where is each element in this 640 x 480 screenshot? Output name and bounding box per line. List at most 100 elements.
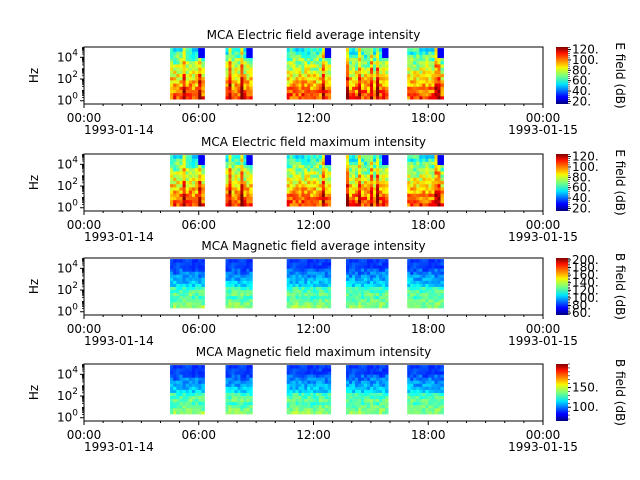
x-date-start: 1993-01-14	[84, 230, 154, 244]
colorbar-tick-label: 40.	[572, 84, 591, 98]
colorbar-tick-label: 60.	[572, 306, 591, 320]
colorbar-gradient	[556, 47, 568, 104]
colorbar: 60.80.100.120.140.160.180.200. B field (d…	[556, 253, 627, 320]
colorbar-gradient	[556, 154, 568, 211]
spectrogram	[170, 259, 444, 309]
x-tick-label: 00:00	[526, 218, 561, 232]
chart-panel-4: MCA Magnetic field maximum intensity 100 1…	[27, 345, 627, 454]
y-tick-label: 104	[57, 259, 78, 275]
x-tick-label: 00:00	[67, 428, 102, 442]
colorbar-label: B field (dB)	[613, 253, 627, 320]
x-tick-label: 12:00	[296, 218, 331, 232]
y-axis: 100 102 104	[57, 47, 84, 108]
y-tick-label: 102	[57, 281, 78, 297]
x-tick-label: 18:00	[411, 111, 446, 125]
chart-title: MCA Electric field maximum intensity	[201, 135, 426, 149]
data-segment	[225, 259, 253, 309]
colorbar-tick-label: 40.	[572, 191, 591, 205]
x-tick-label: 00:00	[67, 218, 102, 232]
colorbar-label: B field (dB)	[613, 359, 627, 426]
colorbar: 20.40.60.80.100.120. E field (dB)	[556, 42, 627, 109]
spectrogram	[170, 365, 444, 415]
colorbar-tick-label: 200.	[572, 253, 599, 267]
spectrogram	[170, 155, 444, 207]
data-segment	[407, 155, 444, 207]
data-segment	[286, 259, 332, 309]
colorbar-label: E field (dB)	[613, 42, 627, 108]
x-date-start: 1993-01-14	[84, 440, 154, 454]
x-tick-label: 06:00	[181, 428, 216, 442]
colorbar: 100. 150. B field (dB)	[556, 359, 627, 426]
colorbar: 20.40.60.80.100.120. E field (dB)	[556, 149, 627, 216]
data-segment	[346, 365, 389, 415]
x-tick-label: 12:00	[296, 428, 331, 442]
x-tick-label: 00:00	[526, 428, 561, 442]
colorbar-tick-label: 100.	[572, 291, 599, 305]
colorbar-tick-label: 120.	[572, 43, 599, 57]
data-segment	[170, 155, 205, 207]
y-tick-label: 104	[57, 48, 78, 64]
x-date-start: 1993-01-14	[84, 123, 154, 137]
chart-title: MCA Magnetic field maximum intensity	[196, 345, 432, 359]
data-segment	[346, 259, 389, 309]
y-tick-label: 100	[57, 409, 78, 425]
data-segment	[170, 259, 205, 309]
x-tick-label: 12:00	[296, 322, 331, 336]
colorbar-tick-label: 20.	[572, 201, 591, 215]
y-tick-label: 102	[57, 387, 78, 403]
data-segment	[170, 48, 205, 100]
colorbar-tick-label: 60.	[572, 181, 591, 195]
spectrogram	[170, 48, 444, 100]
colorbar-tick-label: 100.	[572, 53, 599, 67]
data-segment	[286, 155, 332, 207]
chart-title: MCA Magnetic field average intensity	[201, 239, 425, 253]
colorbar-gradient	[556, 364, 568, 421]
data-segment	[346, 155, 389, 207]
colorbar-tick-label: 100.	[572, 160, 599, 174]
colorbar-label: E field (dB)	[613, 149, 627, 215]
x-tick-label: 18:00	[411, 322, 446, 336]
colorbar-tick-label: 140.	[572, 276, 599, 290]
data-segment	[407, 259, 444, 309]
y-axis-label: Hz	[27, 175, 41, 190]
data-segment	[225, 155, 253, 207]
colorbar-tick-label: 80.	[572, 63, 591, 77]
y-tick-label: 100	[57, 199, 78, 215]
x-tick-label: 06:00	[181, 322, 216, 336]
data-segment	[286, 365, 332, 415]
colorbar-tick-label: 60.	[572, 74, 591, 88]
colorbar-tick-label: 120.	[572, 283, 599, 297]
y-tick-label: 100	[57, 92, 78, 108]
y-axis-label: Hz	[27, 68, 41, 83]
colorbar-tick-label: 120.	[572, 150, 599, 164]
chart-panel-1: MCA Electric field average intensity1001…	[27, 28, 627, 137]
colorbar-tick-label: 160.	[572, 268, 599, 282]
colorbar-tick-label: 100.	[572, 400, 599, 414]
chart-panel-3: MCA Magnetic field average intensity 1001…	[27, 239, 627, 348]
x-date-end: 1993-01-15	[508, 440, 578, 454]
x-tick-label: 12:00	[296, 111, 331, 125]
data-segment	[407, 48, 444, 100]
x-date-end: 1993-01-15	[508, 123, 578, 137]
y-axis: 100 102 104	[57, 258, 84, 319]
x-tick-label: 18:00	[411, 428, 446, 442]
y-tick-label: 102	[57, 177, 78, 193]
colorbar-tick-label: 20.	[572, 94, 591, 108]
x-tick-label: 00:00	[526, 111, 561, 125]
x-date-end: 1993-01-15	[508, 334, 578, 348]
x-tick-label: 06:00	[181, 218, 216, 232]
x-tick-label: 06:00	[181, 111, 216, 125]
y-tick-label: 102	[57, 70, 78, 86]
x-tick-label: 00:00	[67, 111, 102, 125]
y-axis-label: Hz	[27, 279, 41, 294]
colorbar-tick-label: 80.	[572, 299, 591, 313]
colorbar-gradient	[556, 258, 568, 315]
colorbar-tick-label: 150.	[572, 381, 599, 395]
x-tick-label: 00:00	[526, 322, 561, 336]
y-tick-label: 104	[57, 155, 78, 171]
